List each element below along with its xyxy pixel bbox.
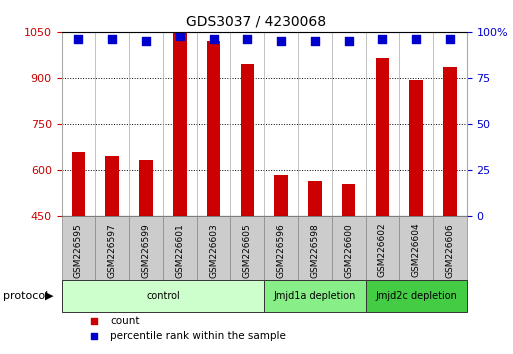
Text: GSM226603: GSM226603 bbox=[209, 223, 218, 278]
Point bbox=[108, 36, 116, 42]
Text: protocol: protocol bbox=[3, 291, 48, 301]
Bar bbox=[298, 216, 332, 280]
Bar bbox=[129, 216, 163, 280]
Text: GSM226601: GSM226601 bbox=[175, 223, 184, 278]
Text: GSM226604: GSM226604 bbox=[411, 223, 421, 278]
Text: GSM226595: GSM226595 bbox=[74, 223, 83, 278]
Point bbox=[175, 33, 184, 38]
Bar bbox=[62, 280, 264, 312]
Text: GSM226600: GSM226600 bbox=[344, 223, 353, 278]
Bar bbox=[163, 216, 196, 280]
Text: GSM226596: GSM226596 bbox=[277, 223, 286, 278]
Point bbox=[243, 36, 251, 42]
Bar bbox=[342, 184, 356, 216]
Text: GSM226606: GSM226606 bbox=[445, 223, 455, 278]
Text: Jmjd1a depletion: Jmjd1a depletion bbox=[273, 291, 356, 301]
Text: GSM226597: GSM226597 bbox=[108, 223, 117, 278]
Bar bbox=[376, 58, 389, 216]
Bar bbox=[409, 80, 423, 216]
Bar bbox=[443, 67, 457, 216]
Bar bbox=[173, 32, 187, 216]
Bar bbox=[264, 280, 365, 312]
Point bbox=[209, 36, 218, 42]
Text: percentile rank within the sample: percentile rank within the sample bbox=[110, 331, 286, 341]
Text: GSM226605: GSM226605 bbox=[243, 223, 252, 278]
Bar bbox=[399, 216, 433, 280]
Bar bbox=[241, 64, 254, 216]
Text: control: control bbox=[146, 291, 180, 301]
Point bbox=[412, 36, 420, 42]
Bar bbox=[72, 152, 85, 216]
Point bbox=[378, 36, 386, 42]
Point bbox=[446, 36, 454, 42]
Point bbox=[142, 38, 150, 44]
Bar bbox=[62, 216, 95, 280]
Point bbox=[90, 318, 98, 323]
Point bbox=[90, 333, 98, 339]
Text: GDS3037 / 4230068: GDS3037 / 4230068 bbox=[186, 14, 327, 28]
Text: ▶: ▶ bbox=[45, 291, 53, 301]
Bar bbox=[139, 160, 153, 216]
Bar bbox=[264, 216, 298, 280]
Bar bbox=[308, 181, 322, 216]
Bar bbox=[207, 41, 220, 216]
Text: GSM226599: GSM226599 bbox=[142, 223, 150, 278]
Point bbox=[311, 38, 319, 44]
Point bbox=[74, 36, 83, 42]
Bar bbox=[433, 216, 467, 280]
Bar bbox=[95, 216, 129, 280]
Text: count: count bbox=[110, 315, 140, 326]
Bar bbox=[365, 216, 399, 280]
Bar bbox=[365, 280, 467, 312]
Bar bbox=[332, 216, 365, 280]
Point bbox=[277, 38, 285, 44]
Bar bbox=[230, 216, 264, 280]
Bar bbox=[274, 175, 288, 216]
Text: GSM226598: GSM226598 bbox=[310, 223, 320, 278]
Point bbox=[345, 38, 353, 44]
Text: GSM226602: GSM226602 bbox=[378, 223, 387, 278]
Bar bbox=[106, 155, 119, 216]
Bar bbox=[196, 216, 230, 280]
Text: Jmjd2c depletion: Jmjd2c depletion bbox=[375, 291, 457, 301]
